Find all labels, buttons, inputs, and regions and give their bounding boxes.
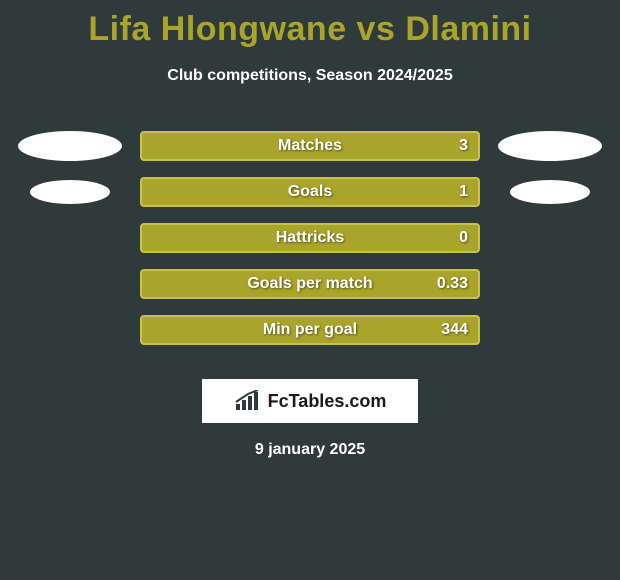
left-ellipse [18, 131, 122, 161]
stat-label: Min per goal [263, 321, 357, 339]
stat-value: 3 [459, 137, 468, 155]
stat-row-gpm: Goals per match 0.33 [0, 261, 620, 307]
branding-text: FcTables.com [268, 391, 387, 412]
stat-row-hattricks: Hattricks 0 [0, 215, 620, 261]
stat-value: 0 [459, 229, 468, 247]
right-ellipse [498, 131, 602, 161]
page-title: Lifa Hlongwane vs Dlamini [0, 0, 620, 49]
page-subtitle: Club competitions, Season 2024/2025 [0, 67, 620, 85]
left-ellipse [30, 180, 110, 204]
stat-label: Hattricks [276, 229, 344, 247]
right-ellipse [510, 180, 590, 204]
stat-bar: Hattricks 0 [140, 223, 480, 253]
stat-row-matches: Matches 3 [0, 123, 620, 169]
branding-link[interactable]: FcTables.com [202, 379, 418, 423]
stats-container: Matches 3 Goals 1 Hattricks 0 [0, 123, 620, 353]
stat-row-goals: Goals 1 [0, 169, 620, 215]
date-text: 9 january 2025 [0, 441, 620, 459]
stat-bar: Matches 3 [140, 131, 480, 161]
stat-value: 344 [441, 321, 468, 339]
stat-value: 1 [459, 183, 468, 201]
stat-value: 0.33 [437, 275, 468, 293]
stat-label: Goals per match [247, 275, 372, 293]
stat-label: Goals [288, 183, 332, 201]
chart-icon [234, 390, 260, 412]
page-root: Lifa Hlongwane vs Dlamini Club competiti… [0, 0, 620, 580]
stat-bar: Goals per match 0.33 [140, 269, 480, 299]
stat-row-mpg: Min per goal 344 [0, 307, 620, 353]
stat-bar: Min per goal 344 [140, 315, 480, 345]
stat-bar: Goals 1 [140, 177, 480, 207]
stat-label: Matches [278, 137, 342, 155]
